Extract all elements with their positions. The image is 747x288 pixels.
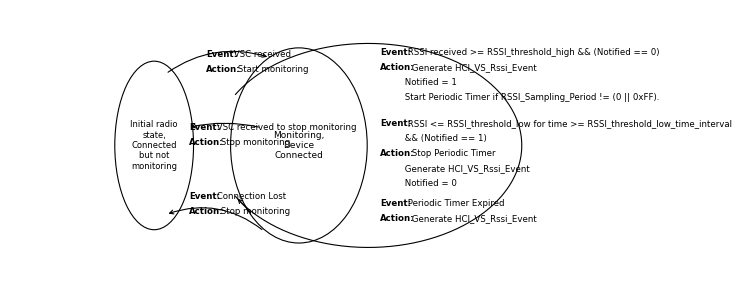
- Text: Start monitoring: Start monitoring: [235, 65, 309, 74]
- Text: RSSI received >= RSSI_threshold_high && (Notified == 0): RSSI received >= RSSI_threshold_high && …: [405, 48, 659, 57]
- Text: Event:: Event:: [189, 192, 220, 201]
- Text: Periodic Timer Expired: Periodic Timer Expired: [405, 199, 504, 208]
- Text: Action:: Action:: [206, 65, 241, 74]
- Text: Connection Lost: Connection Lost: [214, 192, 286, 201]
- Text: Stop monitoring: Stop monitoring: [218, 207, 290, 216]
- Text: Event:: Event:: [189, 123, 220, 132]
- Text: Event:: Event:: [380, 119, 411, 128]
- Text: Initial radio
state,
Connected
but not
monitoring: Initial radio state, Connected but not m…: [131, 120, 178, 171]
- Text: Action:: Action:: [189, 138, 223, 147]
- Text: Event:: Event:: [380, 199, 411, 208]
- Text: Action:: Action:: [380, 63, 415, 72]
- Text: Action:: Action:: [189, 207, 223, 216]
- FancyArrowPatch shape: [191, 123, 258, 128]
- Text: Generate HCI_VS_Rssi_Event: Generate HCI_VS_Rssi_Event: [380, 164, 530, 173]
- Text: Event:: Event:: [206, 50, 238, 59]
- Text: Stop Periodic Timer: Stop Periodic Timer: [409, 149, 495, 158]
- Text: Stop monitoring: Stop monitoring: [218, 138, 290, 147]
- FancyArrowPatch shape: [170, 208, 262, 230]
- Text: VSC received: VSC received: [231, 50, 291, 59]
- Text: Notified = 0: Notified = 0: [380, 179, 457, 188]
- FancyArrowPatch shape: [168, 51, 266, 72]
- Text: Generate HCI_VS_Rssi_Event: Generate HCI_VS_Rssi_Event: [409, 214, 536, 223]
- Text: Event:: Event:: [380, 48, 411, 57]
- Text: Notified = 1: Notified = 1: [380, 78, 457, 87]
- Text: && (Notified == 1): && (Notified == 1): [380, 134, 487, 143]
- Text: Monitoring,
Device
Connected: Monitoring, Device Connected: [273, 130, 325, 160]
- Text: Generate HCI_VS_Rssi_Event: Generate HCI_VS_Rssi_Event: [409, 63, 536, 72]
- Text: VSC received to stop monitoring: VSC received to stop monitoring: [214, 123, 356, 132]
- Text: RSSI <= RSSI_threshold_low for time >= RSSI_threshold_low_time_interval: RSSI <= RSSI_threshold_low for time >= R…: [405, 119, 732, 128]
- Text: Action:: Action:: [380, 149, 415, 158]
- Text: Action:: Action:: [380, 214, 415, 223]
- Text: Start Periodic Timer if RSSI_Sampling_Period != (0 || 0xFF).: Start Periodic Timer if RSSI_Sampling_Pe…: [380, 93, 660, 102]
